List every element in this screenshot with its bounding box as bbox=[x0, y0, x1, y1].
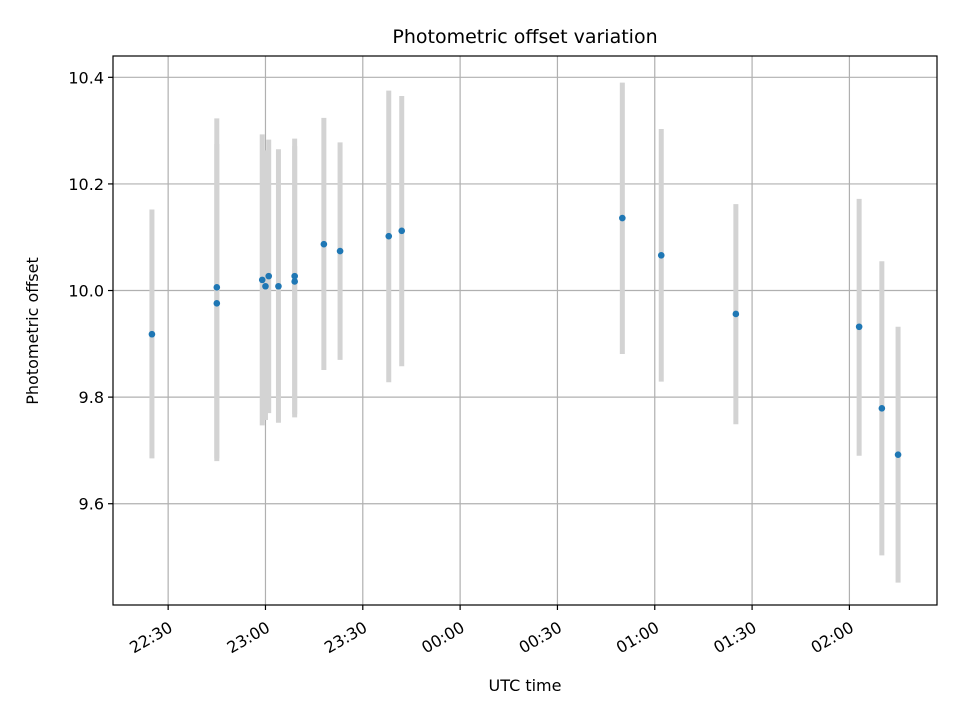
data-point bbox=[878, 405, 886, 412]
x-tick-label: 22:30 bbox=[126, 618, 175, 658]
plot-area-frame bbox=[112, 55, 938, 606]
y-tick-labels: 9.6 9.8 10.0 10.2 10.4 bbox=[68, 68, 104, 513]
x-tick-label: 23:00 bbox=[224, 618, 273, 658]
y-axis-label: Photometric offset bbox=[23, 257, 42, 405]
data-point bbox=[398, 227, 406, 235]
x-tick-label: 01:00 bbox=[613, 618, 662, 658]
x-axis-label: UTC time bbox=[489, 676, 562, 695]
x-tick-label: 00:00 bbox=[418, 618, 467, 658]
data-point bbox=[320, 240, 328, 248]
data-point bbox=[385, 232, 393, 240]
error-bars bbox=[149, 82, 901, 583]
data-point bbox=[619, 214, 626, 222]
data-point bbox=[291, 278, 298, 285]
y-tick-label: 10.2 bbox=[68, 175, 104, 194]
y-tick-label: 10.4 bbox=[68, 68, 104, 87]
data-point bbox=[291, 272, 298, 280]
x-tick-label: 00:30 bbox=[516, 618, 565, 658]
data-points bbox=[148, 214, 902, 458]
data-point bbox=[148, 330, 156, 338]
x-tick-label: 01:30 bbox=[710, 618, 759, 658]
data-point bbox=[213, 284, 221, 291]
data-point bbox=[275, 282, 282, 290]
data-point bbox=[732, 310, 740, 318]
data-point bbox=[258, 276, 266, 284]
data-point bbox=[855, 323, 863, 331]
x-tick-label: 23:30 bbox=[321, 618, 370, 658]
data-point bbox=[657, 252, 665, 259]
data-point bbox=[213, 300, 221, 307]
axis-ticks bbox=[108, 76, 851, 610]
grid bbox=[113, 56, 937, 605]
y-tick-label: 10.0 bbox=[68, 282, 104, 301]
y-tick-label: 9.8 bbox=[79, 388, 104, 407]
data-point bbox=[265, 272, 273, 280]
x-tick-label: 02:00 bbox=[808, 618, 857, 658]
data-point bbox=[894, 451, 902, 458]
data-point bbox=[336, 247, 344, 255]
y-tick-label: 9.6 bbox=[79, 495, 104, 514]
data-point bbox=[262, 282, 269, 290]
x-tick-labels: 22:30 23:00 23:30 00:00 00:30 01:00 01:30 02:00 bbox=[126, 618, 857, 658]
chart-title: Photometric offset variation bbox=[392, 26, 657, 48]
